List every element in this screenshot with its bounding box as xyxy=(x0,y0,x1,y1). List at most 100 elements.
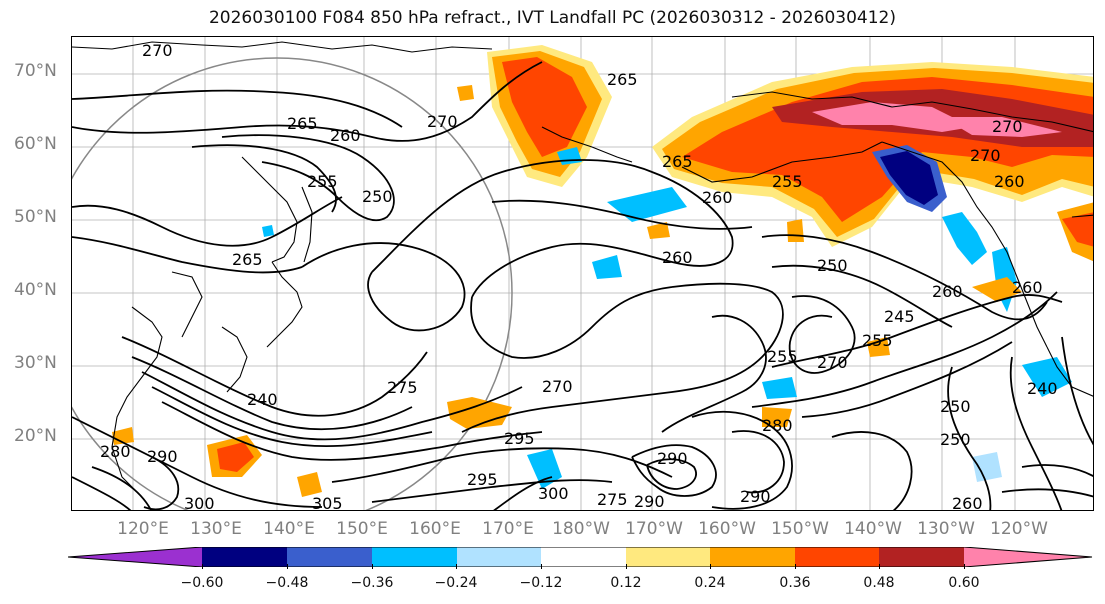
colorbar-tick-label: −0.12 xyxy=(519,575,563,591)
contour-label: 280 xyxy=(762,416,793,435)
colorbar-tick xyxy=(879,564,880,569)
lon-label-140e: 140°E xyxy=(263,519,315,539)
contour-label: 255 xyxy=(307,172,338,191)
lon-label-130e: 130°E xyxy=(190,519,242,539)
lat-label-60n: 60°N xyxy=(14,134,57,154)
lat-label-20n: 20°N xyxy=(14,426,57,446)
colorbar-tick xyxy=(456,564,457,569)
colorbar-tick-label: 0.60 xyxy=(948,575,980,591)
colorbar-tick xyxy=(964,564,965,569)
map-panel: 270 265 260 270 265 255 250 265 255 260 … xyxy=(71,36,1094,511)
colorbar-tick-label: 0.24 xyxy=(694,575,726,591)
colorbar-tick-label: 0.36 xyxy=(779,575,811,591)
colorbar-segment xyxy=(68,547,202,567)
colorbar-tick-label: −0.60 xyxy=(180,575,224,591)
colorbar-segment xyxy=(626,547,710,567)
colorbar-segment xyxy=(795,547,879,567)
colorbar-tick xyxy=(202,564,203,569)
lon-label-150w: 150°W xyxy=(771,519,829,539)
colorbar-tick-label: 0.48 xyxy=(863,575,895,591)
lon-label-170e: 170°E xyxy=(482,519,534,539)
colorbar-tick xyxy=(372,564,373,569)
contour-label: 240 xyxy=(247,390,278,409)
lat-label-70n: 70°N xyxy=(14,61,57,81)
contour-label: 260 xyxy=(702,188,733,207)
contour-label: 270 xyxy=(542,377,573,396)
ivt-shading xyxy=(112,45,1093,497)
contour-label: 250 xyxy=(940,397,971,416)
colorbar-segment xyxy=(457,547,541,567)
colorbar-tick-label: −0.36 xyxy=(350,575,394,591)
range-circle xyxy=(72,57,513,510)
contour-label: 265 xyxy=(662,152,693,171)
contour-label: 290 xyxy=(147,447,178,466)
lat-label-50n: 50°N xyxy=(14,207,57,227)
colorbar-segment xyxy=(710,547,795,567)
contour-label: 265 xyxy=(607,70,638,89)
contour-label: 300 xyxy=(184,494,215,511)
contour-label: 295 xyxy=(504,429,535,448)
lon-label-150e: 150°E xyxy=(336,519,388,539)
colorbar-segment xyxy=(879,547,964,567)
contour-labels: 270 265 260 270 265 255 250 265 255 260 … xyxy=(100,41,1058,511)
colorbar-outline xyxy=(68,547,1093,567)
colorbar-segment xyxy=(372,547,457,567)
lon-label-130w: 130°W xyxy=(917,519,975,539)
map-canvas: 270 265 260 270 265 255 250 265 255 260 … xyxy=(72,37,1093,511)
contour-label: 295 xyxy=(467,470,498,489)
lat-label-40n: 40°N xyxy=(14,280,57,300)
contour-label: 280 xyxy=(100,442,131,461)
contour-label: 270 xyxy=(970,146,1001,165)
contour-label: 250 xyxy=(362,187,393,206)
lon-label-120e: 120°E xyxy=(117,519,169,539)
contour-label: 275 xyxy=(597,490,628,509)
colorbar-segment xyxy=(541,547,626,567)
colorbar-tick-label: −0.24 xyxy=(434,575,478,591)
lon-label-120w: 120°W xyxy=(990,519,1048,539)
contour-label: 255 xyxy=(772,172,803,191)
contour-label: 265 xyxy=(232,250,263,269)
contour-label: 250 xyxy=(940,430,971,449)
lon-label-160w: 160°W xyxy=(698,519,756,539)
contour-label: 260 xyxy=(662,248,693,267)
lon-label-160e: 160°E xyxy=(409,519,461,539)
contour-label: 260 xyxy=(330,126,361,145)
lon-label-140w: 140°W xyxy=(844,519,902,539)
contour-label: 290 xyxy=(657,449,688,468)
contour-label: 245 xyxy=(884,307,915,326)
colorbar-tick xyxy=(795,564,796,569)
map-title: 2026030100 F084 850 hPa refract., IVT La… xyxy=(208,8,896,28)
lon-label-170w: 170°W xyxy=(625,519,683,539)
colorbar-tick xyxy=(287,564,288,569)
contour-label: 270 xyxy=(427,112,458,131)
contour-lines xyxy=(72,61,1093,510)
colorbar-tick xyxy=(541,564,542,569)
contour-label: 255 xyxy=(862,331,893,350)
contour-label: 290 xyxy=(634,492,665,511)
lat-label-30n: 30°N xyxy=(14,353,57,373)
lon-label-180w: 180°W xyxy=(552,519,610,539)
colorbar-segment xyxy=(287,547,372,567)
colorbar-tick-label: 0.12 xyxy=(610,575,642,591)
colorbar xyxy=(68,547,1093,567)
colorbar-segment xyxy=(964,547,1092,567)
contour-label: 290 xyxy=(740,487,771,506)
colorbar-tick xyxy=(626,564,627,569)
colorbar-tick xyxy=(710,564,711,569)
contour-label: 270 xyxy=(142,41,173,60)
contour-label: 255 xyxy=(767,347,798,366)
contour-label: 270 xyxy=(817,353,848,372)
contour-label: 260 xyxy=(952,494,983,511)
contour-label: 260 xyxy=(1012,278,1043,297)
contour-label: 300 xyxy=(538,484,569,503)
contour-label: 275 xyxy=(387,378,418,397)
coastlines xyxy=(72,41,1093,498)
contour-label: 260 xyxy=(932,282,963,301)
contour-label: 250 xyxy=(817,256,848,275)
contour-label: 240 xyxy=(1027,379,1058,398)
contour-label: 260 xyxy=(994,172,1025,191)
colorbar-tick-label: −0.48 xyxy=(265,575,309,591)
contour-label: 270 xyxy=(992,117,1023,136)
contour-label: 305 xyxy=(312,494,343,511)
colorbar-segment xyxy=(202,547,287,567)
